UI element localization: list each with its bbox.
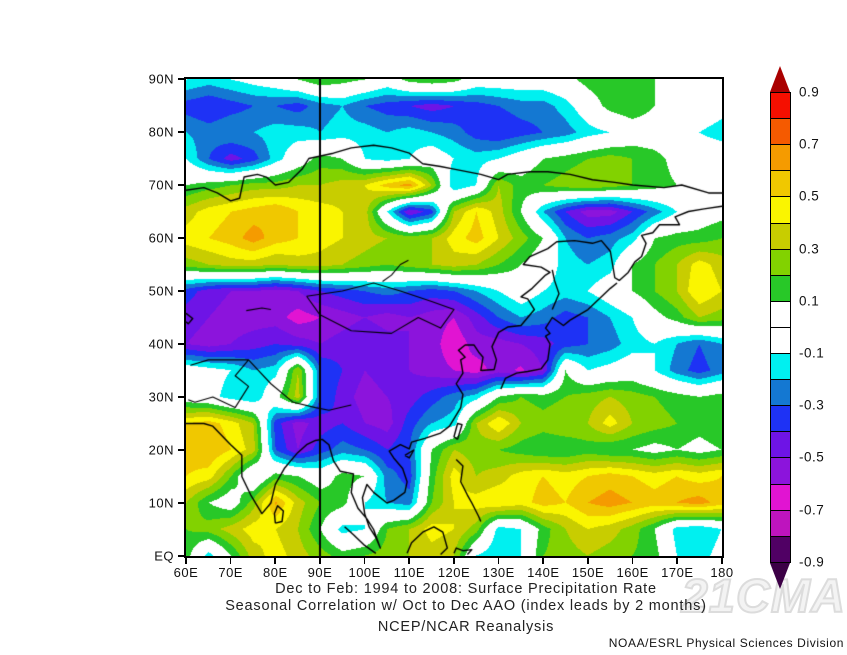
y-tick-label: EQ <box>154 548 174 564</box>
y-tick-label: 30N <box>148 389 174 405</box>
colorbar-segment <box>770 535 791 564</box>
x-tick-mark <box>229 557 232 564</box>
chart-title: Dec to Feb: 1994 to 2008: Surface Precip… <box>275 581 657 597</box>
colorbar-label: -0.7 <box>799 502 825 518</box>
x-tick-mark <box>587 557 589 564</box>
colorbar-segment <box>770 144 791 172</box>
colorbar-segment <box>770 353 791 381</box>
colorbar-segment <box>770 170 791 198</box>
y-tick-label: 80N <box>148 124 174 140</box>
y-tick-mark <box>178 184 185 186</box>
x-tick-label: 110E <box>393 565 426 580</box>
y-tick-label: 60N <box>148 230 174 246</box>
y-tick-mark <box>178 78 185 80</box>
x-tick-label: 100E <box>348 565 381 580</box>
x-tick-label: 60E <box>173 565 199 580</box>
x-tick-label: 150E <box>571 565 605 580</box>
x-tick-mark <box>721 557 723 564</box>
colorbar-segment <box>770 222 791 251</box>
colorbar-under-arrow <box>770 562 790 589</box>
colorbar-label: 0.9 <box>799 84 820 100</box>
colorbar-label: -0.5 <box>799 449 825 465</box>
x-tick-mark <box>363 557 366 564</box>
x-tick-mark <box>274 557 277 564</box>
y-tick-label: 20N <box>148 442 174 458</box>
colorbar-label: -0.3 <box>799 397 825 413</box>
colorbar-label: 0.5 <box>799 188 820 204</box>
map-frame <box>184 77 724 558</box>
colorbar-label: -0.9 <box>799 554 825 570</box>
colorbar-segment <box>770 379 791 407</box>
y-tick-label: 40N <box>148 336 174 352</box>
colorbar-label: -0.1 <box>799 345 825 361</box>
colorbar-label: 0.3 <box>799 241 820 257</box>
colorbar-over-arrow <box>770 66 790 92</box>
watermark: 21CMA <box>681 568 846 623</box>
y-tick-mark <box>178 502 185 504</box>
colorbar-segment <box>770 457 791 485</box>
y-tick-mark <box>178 555 185 557</box>
x-tick-mark <box>676 557 679 564</box>
colorbar-segment <box>770 92 791 120</box>
colorbar-segment <box>770 509 791 538</box>
x-tick-mark <box>408 557 411 564</box>
colorbar-segment <box>770 248 791 277</box>
x-tick-label: 170E <box>661 565 694 580</box>
x-tick-label: 140E <box>527 565 560 580</box>
x-tick-label: 130E <box>482 565 515 580</box>
x-tick-label: 120E <box>437 565 471 580</box>
y-tick-mark <box>178 131 185 133</box>
correlation-map-canvas <box>186 79 722 556</box>
colorbar-segment <box>770 196 791 224</box>
y-tick-label: 70N <box>148 177 174 193</box>
y-tick-mark <box>178 290 185 292</box>
y-tick-mark <box>178 343 185 345</box>
x-tick-mark <box>631 557 634 564</box>
chart-subtitle: Seasonal Correlation w/ Oct to Dec AAO (… <box>225 598 707 614</box>
x-tick-label: 180 <box>710 565 734 580</box>
colorbar-segment <box>770 431 791 459</box>
x-tick-mark <box>497 557 500 564</box>
y-tick-mark <box>178 237 185 239</box>
x-tick-label: 160E <box>616 565 649 580</box>
y-tick-label: 90N <box>148 71 174 87</box>
x-tick-mark <box>542 557 545 564</box>
x-tick-mark <box>319 557 321 564</box>
x-tick-label: 80E <box>263 565 288 580</box>
colorbar-label: 0.1 <box>799 293 820 309</box>
colorbar-segment <box>770 274 791 303</box>
x-tick-mark <box>453 557 455 564</box>
colorbar-segment <box>770 405 791 433</box>
x-tick-mark <box>185 557 187 564</box>
title-block: Dec to Feb: 1994 to 2008: Surface Precip… <box>186 581 746 636</box>
credit-text: NOAA/ESRL Physical Sciences Division <box>608 636 844 650</box>
dataset-label: NCEP/NCAR Reanalysis <box>377 619 555 635</box>
colorbar-segment <box>770 118 791 146</box>
colorbar-label: 0.7 <box>799 136 820 152</box>
y-tick-label: 50N <box>148 283 174 299</box>
colorbar-segment <box>770 300 791 329</box>
x-tick-label: 90E <box>307 565 333 580</box>
colorbar-segment <box>770 483 791 512</box>
colorbar-segment <box>770 326 791 355</box>
y-tick-mark <box>178 449 185 451</box>
y-tick-mark <box>178 396 185 398</box>
y-tick-label: 10N <box>148 495 174 511</box>
x-tick-label: 70E <box>218 565 243 580</box>
